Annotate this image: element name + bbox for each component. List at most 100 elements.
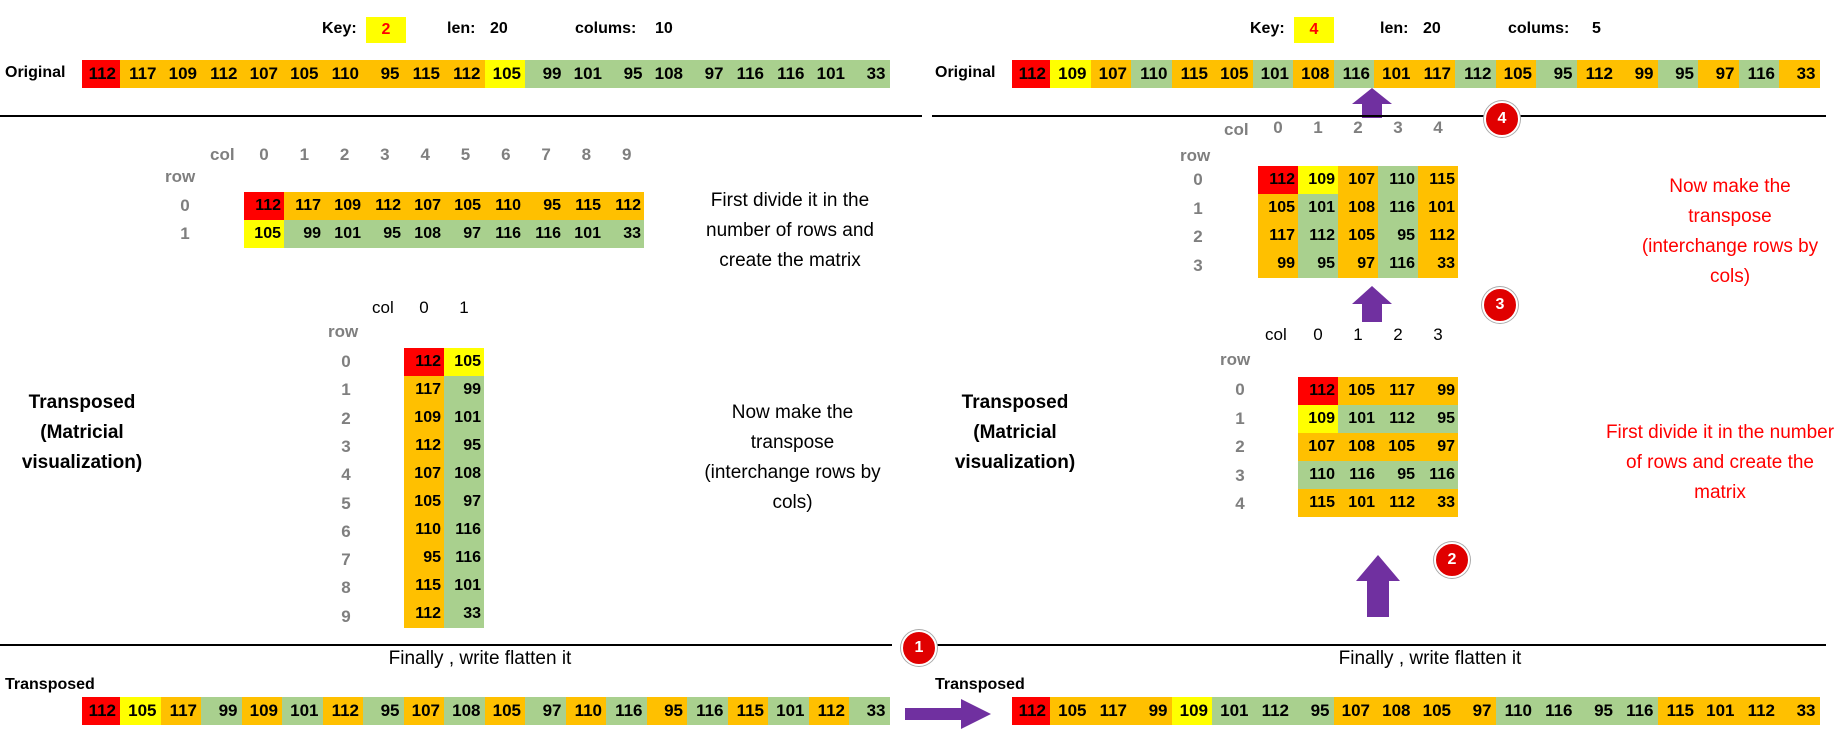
left-matrix-col-index: 0 bbox=[259, 145, 269, 164]
left-original-cell: 108 bbox=[646, 60, 687, 88]
left-transposed-cell: 109 bbox=[404, 404, 444, 432]
right-transposed-cell: 105 bbox=[1338, 377, 1378, 405]
left-final-cell: 116 bbox=[606, 697, 647, 725]
left-matrix-grid: 112 117 109 112 107 105 110 95 115 112 105 99 101 95 1… bbox=[244, 192, 644, 248]
right-final-cell: 116 bbox=[1617, 697, 1658, 725]
left-final-cell: 115 bbox=[727, 697, 768, 725]
left-matrix-cell: 110 bbox=[484, 192, 524, 220]
right-final-cell: 108 bbox=[1374, 697, 1415, 725]
left-matrix-col-index: 4 bbox=[420, 145, 430, 164]
left-len-value: 20 bbox=[490, 20, 508, 37]
left-original-cell: 109 bbox=[160, 60, 201, 88]
right-transposed-cell: 33 bbox=[1418, 489, 1458, 517]
left-original-cell: 112 bbox=[82, 60, 120, 88]
left-transposed-grid: 112 105 117 99 109 101 112 95 107 108 105 97 110 116 9… bbox=[404, 348, 484, 628]
right-transposed-cell: 117 bbox=[1378, 377, 1418, 405]
step-badge-3: 3 bbox=[1482, 287, 1518, 323]
left-transposed-cell: 107 bbox=[404, 460, 444, 488]
right-matrix-row-index: 2 bbox=[1193, 227, 1203, 246]
left-matrix-col-index: 7 bbox=[541, 145, 551, 164]
right-matrix-row-index: 1 bbox=[1193, 198, 1203, 218]
left-original-cell: 117 bbox=[120, 60, 161, 88]
left-final-cell: 112 bbox=[808, 697, 849, 725]
right-transposed-row: 110 116 95 116 bbox=[1298, 461, 1458, 489]
right-final-cell: 105 bbox=[1414, 697, 1455, 725]
left-final-cell: 112 bbox=[322, 697, 363, 725]
right-transposed-cell: 109 bbox=[1298, 405, 1338, 433]
left-t-row-index: 8 bbox=[341, 578, 351, 598]
left-matrix-cell: 95 bbox=[524, 192, 564, 220]
left-t-col-label: col bbox=[372, 298, 394, 317]
right-transposed-row: 109 101 112 95 bbox=[1298, 405, 1458, 433]
left-transposed-row: 109 101 bbox=[404, 404, 484, 432]
right-matrix-cell: 112 bbox=[1298, 222, 1338, 250]
right-matrix-cell: 115 bbox=[1418, 166, 1458, 194]
right-matrix-grid: 112 109 107 110 115 105 101 108 116 101 117 112 105 9… bbox=[1258, 166, 1458, 278]
left-transposed-cell: 116 bbox=[444, 544, 484, 572]
right-matrix-cell: 101 bbox=[1298, 194, 1338, 222]
left-note-flatten: Finally , write flatten it bbox=[388, 648, 572, 669]
left-matrix-cell: 105 bbox=[444, 192, 484, 220]
right-matrix-row-index: 3 bbox=[1193, 255, 1203, 275]
left-transposed-cell: 95 bbox=[444, 432, 484, 460]
right-original-cell: 110 bbox=[1131, 60, 1172, 88]
right-original-cell: 99 bbox=[1617, 60, 1658, 88]
left-matrix-cell: 117 bbox=[284, 192, 324, 220]
left-transposed-cell: 101 bbox=[444, 404, 484, 432]
right-original-cell: 101 bbox=[1374, 60, 1415, 88]
right-matrix-cell: 95 bbox=[1298, 250, 1338, 278]
arrow-up-icon bbox=[1356, 555, 1400, 617]
right-matrix-cell: 101 bbox=[1418, 194, 1458, 222]
right-original-cell: 112 bbox=[1455, 60, 1496, 88]
right-original-cell: 95 bbox=[1536, 60, 1577, 88]
right-final-cell: 109 bbox=[1171, 697, 1212, 725]
right-len-label: len: bbox=[1380, 20, 1409, 37]
right-final-cell: 105 bbox=[1050, 697, 1091, 725]
left-final-cell: 117 bbox=[160, 697, 201, 725]
right-original-cell: 105 bbox=[1495, 60, 1536, 88]
right-final-label: Transposed bbox=[935, 676, 1025, 693]
right-t-row-label: row bbox=[1220, 350, 1251, 369]
left-matrix-col-label: col bbox=[210, 145, 235, 164]
left-matrix-cell: 112 bbox=[244, 192, 284, 220]
right-matrix-cell: 105 bbox=[1258, 194, 1298, 222]
left-t-row-index: 7 bbox=[341, 550, 351, 570]
right-final-cell: 112 bbox=[1012, 697, 1050, 725]
left-original-cell: 101 bbox=[565, 60, 606, 88]
left-original-cell: 105 bbox=[282, 60, 323, 88]
left-matrix-cell: 107 bbox=[404, 192, 444, 220]
right-t-row-index: 1 bbox=[1235, 408, 1245, 428]
left-matrix-cell: 105 bbox=[244, 220, 284, 248]
right-original-cell: 112 bbox=[1012, 60, 1050, 88]
right-matrix-col-label: col bbox=[1224, 120, 1249, 139]
left-key-label: Key: bbox=[322, 20, 357, 37]
left-matrix-col-index: 6 bbox=[501, 145, 511, 164]
left-matrix-row: 105 99 101 95 108 97 116 116 101 33 bbox=[244, 220, 644, 248]
left-final-cell: 95 bbox=[646, 697, 687, 725]
left-final-cell: 95 bbox=[363, 697, 404, 725]
left-matrix-cell: 101 bbox=[324, 220, 364, 248]
left-transposed-row: 107 108 bbox=[404, 460, 484, 488]
right-cols-label: colums: bbox=[1508, 20, 1570, 37]
left-transposed-row: 112 105 bbox=[404, 348, 484, 376]
right-final-cell: 107 bbox=[1333, 697, 1374, 725]
left-transposed-row: 115 101 bbox=[404, 572, 484, 600]
right-matrix-cell: 97 bbox=[1338, 250, 1378, 278]
right-transposed-cell: 101 bbox=[1338, 489, 1378, 517]
right-final-cell: 115 bbox=[1657, 697, 1698, 725]
left-matrix-row-index: 0 bbox=[180, 196, 190, 215]
left-transposed-cell: 97 bbox=[444, 488, 484, 516]
right-transposed-cell: 101 bbox=[1338, 405, 1378, 433]
left-transposed-cell: 112 bbox=[404, 600, 444, 628]
right-len-value: 20 bbox=[1423, 20, 1441, 37]
right-matrix-cell: 116 bbox=[1378, 194, 1418, 222]
left-original-cell: 105 bbox=[484, 60, 525, 88]
right-original-cell: 112 bbox=[1576, 60, 1617, 88]
left-final-cell: 116 bbox=[687, 697, 728, 725]
left-transposed-cell: 108 bbox=[444, 460, 484, 488]
left-matrix-row-index: 1 bbox=[180, 224, 190, 243]
right-transposed-title: Transposed (Matricial visualization) bbox=[954, 392, 1076, 473]
step-badge-1: 1 bbox=[901, 630, 937, 666]
right-matrix-cell: 99 bbox=[1258, 250, 1298, 278]
right-final-cell: 97 bbox=[1455, 697, 1496, 725]
